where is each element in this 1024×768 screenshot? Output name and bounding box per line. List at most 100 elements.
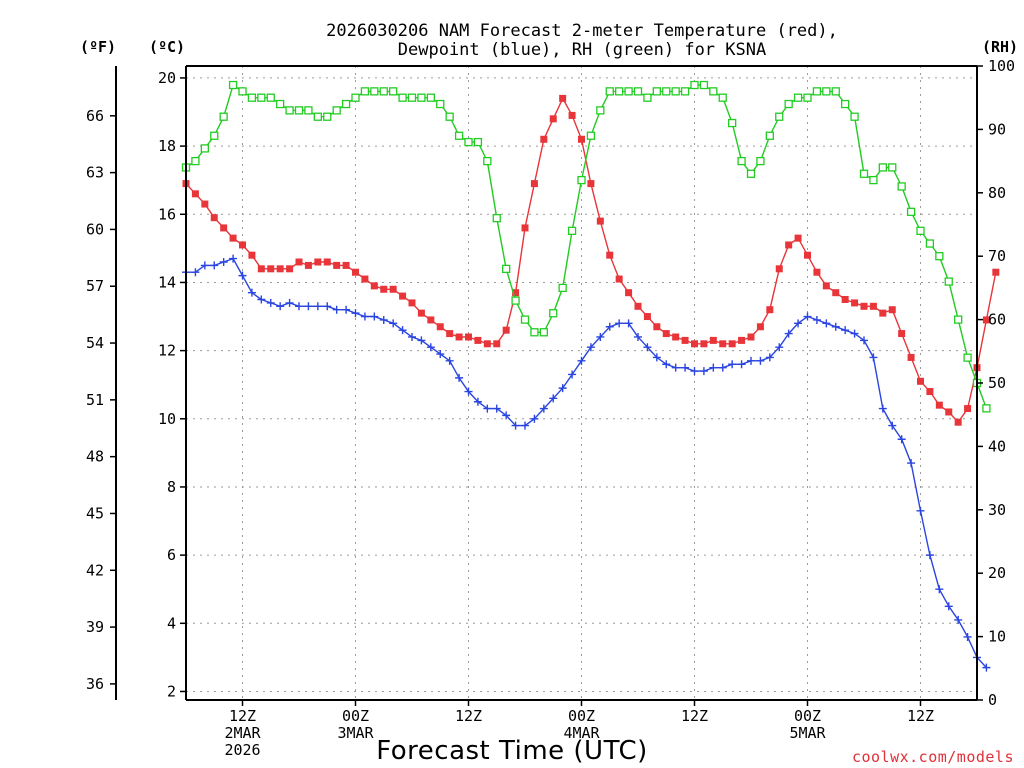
- temperature-point-11: [286, 265, 294, 273]
- rh-point-64: [784, 99, 793, 109]
- temperature-point-54: [691, 340, 698, 348]
- rh-point-73: [869, 175, 878, 185]
- rh-point-50: [652, 87, 661, 96]
- dewpoint-point-56: [709, 363, 718, 372]
- rh-point-80: [935, 252, 944, 261]
- chart-title-line-2: Dewpoint (blue), RH (green) for KSNA: [398, 40, 766, 60]
- rh-point-81: [944, 277, 953, 286]
- rh-point-5: [228, 80, 238, 90]
- dewpoint-point-26: [426, 343, 435, 352]
- temperature-point-58: [728, 340, 736, 348]
- temperature-point-70: [841, 295, 849, 303]
- rh-tick-label-0: 0: [988, 691, 997, 709]
- rh-point-1: [191, 156, 200, 166]
- rh-point-70: [841, 99, 850, 109]
- temperature-point-81: [945, 408, 953, 416]
- rh-point-37: [530, 328, 539, 337]
- temperature-point-38: [540, 135, 548, 143]
- rh-point-78: [916, 226, 925, 235]
- dewpoint-point-25: [417, 336, 426, 345]
- temperature-point-41: [568, 111, 576, 119]
- rh-point-48: [633, 87, 643, 96]
- temperature-point-45: [606, 251, 614, 259]
- rh-point-34: [502, 264, 511, 274]
- dewpoint-point-31: [473, 397, 482, 406]
- rh-point-79: [925, 239, 935, 248]
- fahrenheit-tick-label-6: 54: [86, 334, 104, 352]
- series-line-temperature: [185, 96, 997, 424]
- dewpoint-point-30: [464, 387, 473, 396]
- credit-text: coolwx.com/models: [852, 748, 1014, 766]
- rh-point-41: [567, 226, 577, 235]
- rh-point-21: [379, 87, 388, 96]
- rh-unit-label: (RH): [982, 38, 1018, 56]
- rh-point-12: [294, 106, 304, 115]
- temperature-point-76: [898, 330, 906, 338]
- temperature-point-10: [276, 265, 284, 273]
- temperature-point-64: [785, 241, 793, 249]
- rh-point-27: [436, 99, 445, 109]
- rh-point-58: [728, 118, 737, 128]
- dewpoint-point-42: [577, 356, 586, 365]
- rh-point-82: [954, 315, 963, 324]
- rh-point-71: [850, 112, 859, 121]
- rh-point-60: [746, 169, 756, 178]
- temperature-point-50: [653, 323, 661, 331]
- dewpoint-point-16: [332, 305, 341, 314]
- dewpoint-point-11: [285, 298, 294, 307]
- dewpoint-point-14: [313, 302, 322, 311]
- dewpoint-point-71: [850, 329, 859, 338]
- rh-point-40: [558, 283, 567, 293]
- dewpoint-point-85: [982, 663, 991, 672]
- temperature-point-4: [220, 224, 228, 232]
- dewpoint-point-75: [888, 421, 897, 430]
- dewpoint-point-60: [747, 356, 755, 365]
- temperature-point-48: [634, 302, 642, 310]
- dewpoint-point-47: [624, 319, 633, 328]
- dewpoint-point-38: [539, 404, 548, 413]
- rh-point-6: [238, 87, 247, 96]
- rh-tick-label-10: 100: [988, 57, 1015, 75]
- dewpoint-point-24: [408, 332, 416, 341]
- dewpoint-point-17: [342, 305, 351, 314]
- temperature-point-56: [709, 336, 717, 344]
- temperature-point-15: [323, 258, 331, 266]
- dewpoint-point-76: [897, 435, 906, 444]
- rh-point-36: [520, 315, 530, 324]
- dewpoint-point-74: [878, 404, 887, 413]
- rh-point-30: [464, 137, 473, 147]
- temperature-point-26: [427, 316, 435, 324]
- fahrenheit-tick-label-7: 57: [86, 277, 104, 295]
- temperature-point-68: [822, 282, 830, 290]
- dewpoint-point-49: [643, 343, 652, 352]
- dewpoint-point-82: [954, 615, 963, 624]
- rh-tick-label-6: 60: [988, 311, 1006, 329]
- rh-point-46: [615, 87, 624, 96]
- temperature-point-78: [917, 377, 924, 385]
- rh-tick-label-5: 50: [988, 374, 1006, 392]
- rh-point-57: [718, 93, 727, 102]
- dewpoint-point-53: [681, 363, 690, 372]
- temperature-point-55: [700, 340, 708, 348]
- dewpoint-point-51: [662, 360, 671, 369]
- rh-point-85: [982, 404, 991, 413]
- x-tick-label-6-0: 12Z: [907, 707, 934, 725]
- dewpoint-point-68: [822, 319, 831, 328]
- dewpoint-point-36: [521, 421, 529, 430]
- temperature-point-62: [766, 306, 774, 314]
- temperature-point-16: [333, 261, 341, 269]
- rh-point-14: [313, 112, 322, 121]
- dewpoint-point-35: [511, 421, 520, 430]
- x-tick-label-5-0: 00Z: [794, 707, 821, 725]
- dewpoint-point-69: [831, 322, 840, 331]
- rh-point-75: [888, 163, 897, 172]
- rh-point-4: [219, 112, 228, 121]
- dewpoint-point-19: [360, 312, 369, 321]
- rh-point-56: [709, 87, 718, 96]
- dewpoint-point-13: [304, 302, 313, 311]
- celsius-tick-label-1: 4: [167, 614, 176, 632]
- dewpoint-point-59: [737, 360, 746, 369]
- rh-point-72: [859, 169, 869, 178]
- temperature-point-69: [832, 289, 840, 297]
- x-tick-label-0-0: 12Z: [229, 707, 256, 725]
